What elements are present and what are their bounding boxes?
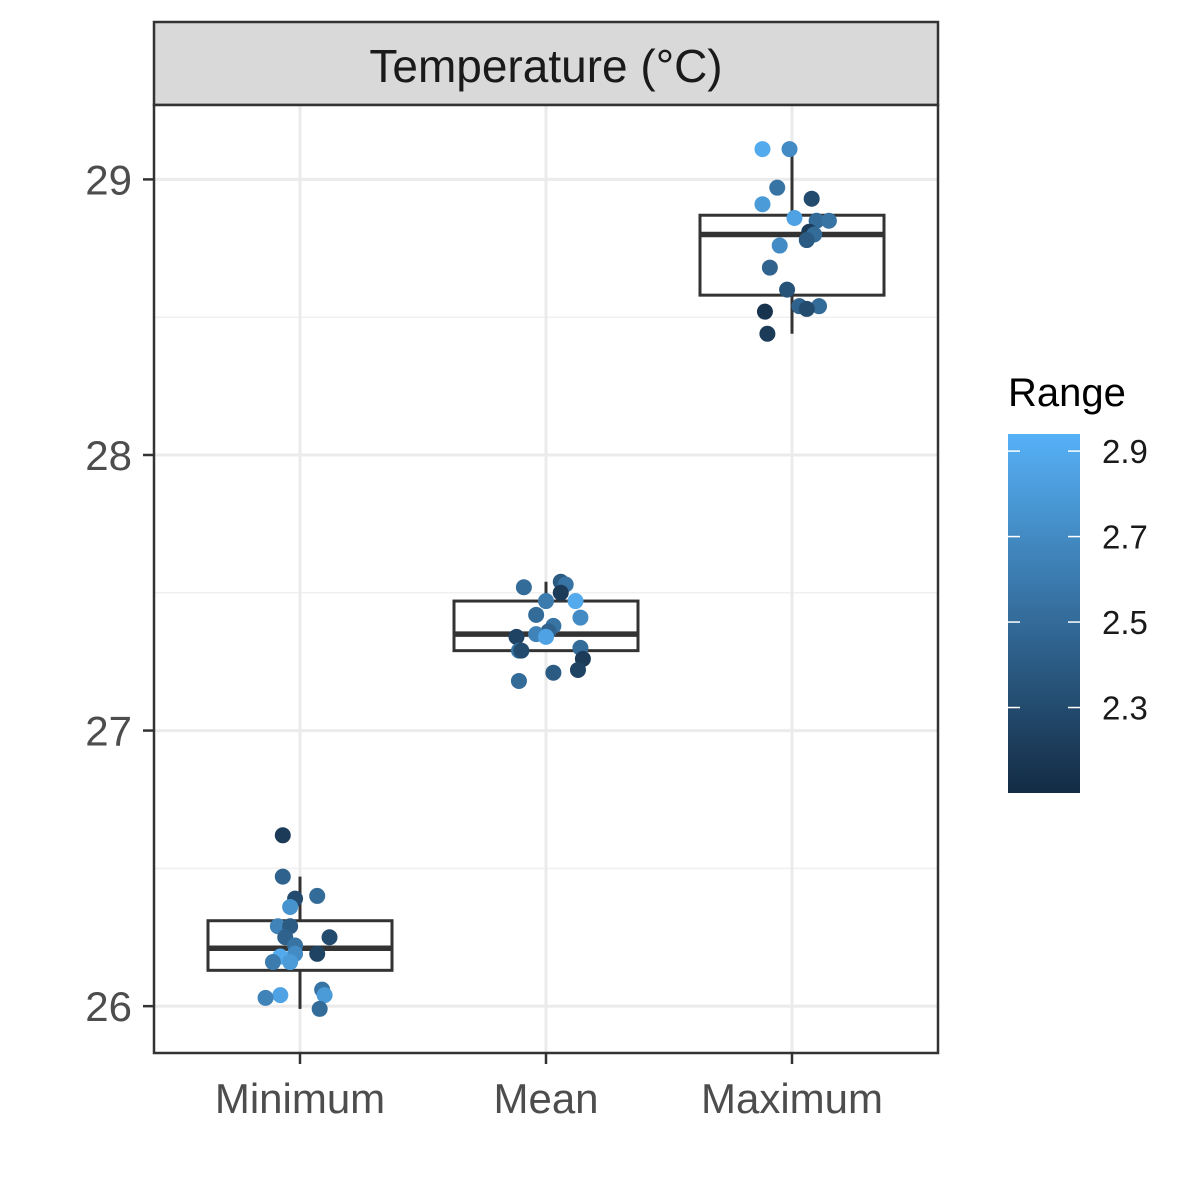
facet-title: Temperature (°C) — [369, 40, 722, 92]
data-point — [321, 929, 338, 946]
legend-colorbar — [1008, 434, 1080, 793]
y-tick-label: 26 — [85, 983, 132, 1030]
boxplot-maximum — [698, 149, 886, 334]
data-point — [756, 303, 773, 320]
data-point — [515, 579, 532, 596]
data-point — [572, 609, 589, 626]
data-point — [264, 954, 281, 971]
x-axis: Minimum Mean Maximum — [215, 1053, 883, 1122]
y-axis: 26 27 28 29 — [85, 156, 154, 1030]
data-point — [759, 325, 776, 342]
data-point — [545, 664, 562, 681]
data-point — [820, 212, 837, 229]
facet-strip — [152, 20, 940, 107]
data-point — [257, 989, 274, 1006]
data-point — [761, 259, 778, 276]
box-iqr — [698, 213, 886, 297]
data-point — [811, 298, 828, 315]
data-point — [567, 593, 584, 610]
boxplot-minimum — [206, 876, 394, 1009]
data-point — [538, 628, 554, 645]
data-point — [282, 954, 299, 971]
x-tick-label-minimum: Minimum — [215, 1075, 385, 1122]
data-point — [311, 1000, 328, 1017]
data-point — [513, 642, 530, 659]
data-point — [538, 593, 554, 610]
x-tick-label-maximum: Maximum — [701, 1075, 883, 1122]
data-point — [272, 987, 289, 1004]
y-tick-label: 28 — [85, 432, 132, 479]
legend: Range 2.3 2.5 2.7 2.9 — [1008, 371, 1148, 793]
legend-title: Range — [1008, 371, 1126, 415]
data-point — [754, 141, 771, 158]
y-tick-label: 29 — [85, 156, 132, 203]
data-point — [798, 232, 815, 249]
legend-ticks: 2.3 2.5 2.7 2.9 — [1008, 433, 1148, 727]
data-point — [274, 868, 291, 885]
data-point — [510, 672, 527, 689]
data-point — [786, 209, 803, 226]
legend-tick-label: 2.9 — [1102, 433, 1148, 470]
data-point — [274, 827, 291, 844]
data-point — [798, 300, 815, 317]
y-tick-label: 27 — [85, 708, 132, 755]
data-point — [803, 190, 820, 207]
data-point — [508, 628, 525, 645]
data-point — [769, 179, 786, 196]
data-point — [754, 196, 771, 213]
data-point — [309, 887, 326, 904]
legend-tick-label: 2.3 — [1102, 690, 1148, 727]
data-point — [528, 606, 545, 623]
data-point — [282, 898, 299, 915]
jitter-points — [257, 141, 837, 1017]
data-point — [309, 945, 326, 962]
data-point — [771, 237, 788, 254]
data-point — [552, 584, 569, 601]
data-point — [781, 141, 798, 158]
legend-tick-label: 2.5 — [1102, 604, 1148, 641]
legend-tick-label: 2.7 — [1102, 519, 1148, 556]
data-point — [316, 987, 333, 1004]
data-point — [569, 661, 586, 678]
data-point — [779, 281, 796, 298]
x-tick-label-mean: Mean — [493, 1075, 598, 1122]
